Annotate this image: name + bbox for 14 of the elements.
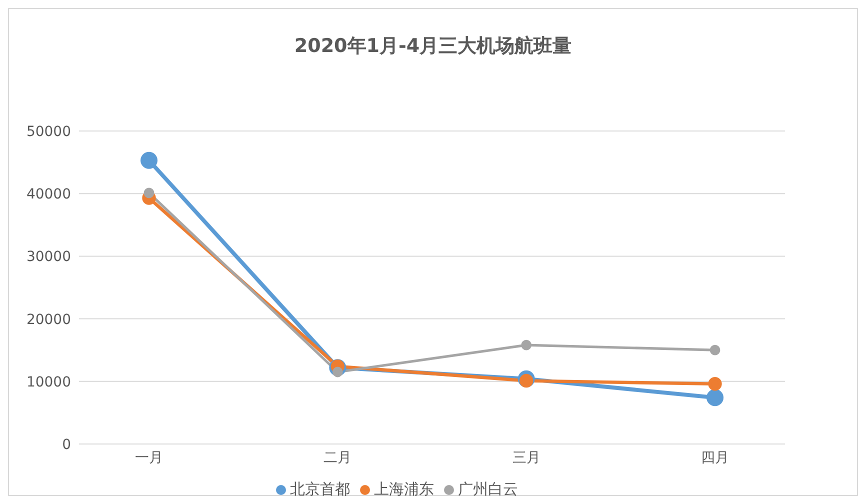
y-tick-label: 20000	[26, 312, 71, 328]
x-tick-label: 三月	[512, 450, 540, 466]
legend-label: 上海浦东	[374, 480, 434, 498]
x-tick-label: 一月	[135, 450, 163, 466]
chart-title: 2020年1月-4月三大机场航班量	[293, 34, 573, 59]
y-tick-label: 10000	[26, 374, 71, 390]
x-tick-label: 四月	[701, 450, 729, 466]
legend-label: 广州白云	[458, 480, 518, 498]
y-tick-label: 30000	[26, 249, 71, 266]
y-tick-label: 40000	[26, 186, 71, 203]
legend-label: 北京首都	[290, 480, 350, 498]
x-tick-label: 二月	[324, 450, 352, 466]
y-tick-label: 0	[62, 436, 71, 453]
y-tick-label: 50000	[26, 124, 71, 140]
